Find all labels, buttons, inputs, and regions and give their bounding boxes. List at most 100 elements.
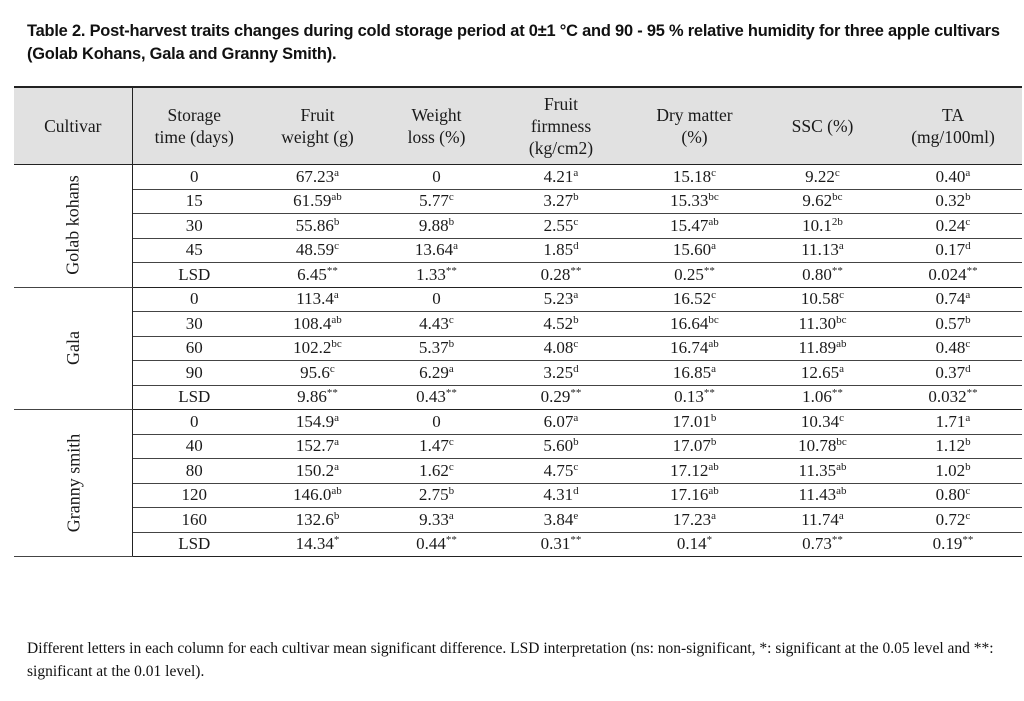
ssc-cell: 11.89ab <box>761 336 884 361</box>
significance-superscript: c <box>965 338 971 351</box>
ssc-cell: 12.65a <box>761 360 884 386</box>
fruit-weight-cell: 102.2bc <box>256 336 379 361</box>
dry-matter-cell: 15.47ab <box>628 213 761 239</box>
significance-superscript: ** <box>703 264 715 277</box>
weight-loss-cell: 6.29a <box>379 360 494 386</box>
fruit-weight-cell: 9.86** <box>256 385 379 410</box>
ssc-cell: 9.62bc <box>761 189 884 214</box>
cell-value: 0.28 <box>540 264 571 284</box>
table-row: 160 132.6b 9.33a 3.84e 17.23a 11.74a 0.72c <box>14 507 1022 533</box>
fruit-firmness-cell: 4.31d <box>494 483 628 508</box>
significance-superscript: ab <box>331 191 342 204</box>
cell-value: 4.08 <box>543 338 574 358</box>
cell-value: 17.07 <box>672 436 711 456</box>
cell-value: 152.7 <box>295 436 335 456</box>
lsd-row: LSD 14.34* 0.44** 0.31** 0.14* 0.73** 0.19** <box>14 532 1022 557</box>
ta-cell: 0.19** <box>884 532 1022 557</box>
significance-superscript: 2b <box>831 215 843 228</box>
significance-superscript: a <box>965 411 971 424</box>
cell-value: 9.62 <box>802 191 833 211</box>
significance-superscript: a <box>448 362 454 375</box>
significance-superscript: d <box>573 240 579 253</box>
fruit-firmness-cell: 4.08c <box>494 336 628 361</box>
significance-superscript: bc <box>708 191 719 204</box>
significance-superscript: ab <box>708 485 719 498</box>
significance-superscript: ** <box>831 264 843 277</box>
cell-value: 3.25 <box>543 362 574 382</box>
cell-value: 61.59 <box>293 191 332 211</box>
fruit-firmness-cell: 6.07a <box>494 409 628 435</box>
significance-superscript: c <box>711 166 717 179</box>
fruit-weight-cell: 67.23a <box>256 164 379 190</box>
cell-value: 17.23 <box>672 509 712 529</box>
dry-matter-cell: 0.13** <box>628 385 761 410</box>
table-row: Granny smith 0 154.9a 0 6.07a 17.01b 10.34c 1.7… <box>14 409 1022 557</box>
significance-superscript: ab <box>836 338 847 351</box>
cell-value: 4.21 <box>543 166 574 186</box>
storage-time-cell: LSD <box>132 385 256 410</box>
significance-superscript: ** <box>445 264 457 277</box>
cell-value: 1.62 <box>419 460 449 480</box>
fruit-weight-cell: 154.9a <box>256 409 379 435</box>
table-row: 120 146.0ab 2.75b 4.31d 17.16ab 11.43ab 0.80c <box>14 483 1022 508</box>
header-fruit-weight: Fruit weight (g) <box>256 86 379 165</box>
cell-value: 6.29 <box>419 362 449 382</box>
header-dry-matter: Dry matter (%) <box>628 86 761 165</box>
fruit-firmness-cell: 3.25d <box>494 360 628 386</box>
significance-superscript: ** <box>703 387 715 400</box>
storage-time-cell: 40 <box>132 434 256 459</box>
significance-superscript: a <box>965 166 971 179</box>
cell-value: 14.34 <box>295 534 334 554</box>
significance-superscript: d <box>965 362 971 375</box>
significance-superscript: b <box>965 460 971 473</box>
significance-superscript: a <box>838 240 844 253</box>
significance-superscript: ** <box>445 534 457 547</box>
cell-value: 0.37 <box>935 362 966 382</box>
significance-superscript: a <box>711 509 717 522</box>
significance-superscript: a <box>453 240 459 253</box>
significance-superscript: b <box>333 509 340 522</box>
significance-superscript: bc <box>836 313 847 326</box>
significance-superscript: ab <box>331 485 342 498</box>
header-fruit-firmness: Fruit firmness (kg/cm2) <box>494 86 628 165</box>
cell-value: 0.29 <box>540 387 571 407</box>
cell-value: 0.024 <box>928 264 967 284</box>
significance-superscript: d <box>573 362 579 375</box>
cell-value: 55.86 <box>295 215 334 235</box>
significance-superscript: a <box>965 289 971 302</box>
header-weight-loss: Weight loss (%) <box>379 86 494 165</box>
storage-time-cell: 60 <box>132 336 256 361</box>
significance-superscript: b <box>448 215 455 228</box>
significance-superscript: a <box>573 289 579 302</box>
ssc-cell: 11.35ab <box>761 458 884 484</box>
storage-time-cell: 0 <box>132 287 256 312</box>
significance-superscript: b <box>573 436 579 449</box>
cell-value: 4.52 <box>543 313 574 333</box>
table-row: Golab kohans 0 67.23a 0 4.21a 15.18c 9.22c 0.40… <box>14 164 1022 288</box>
weight-loss-cell: 9.88b <box>379 213 494 239</box>
cell-value: 0.17 <box>935 240 966 260</box>
significance-superscript: c <box>329 362 335 375</box>
ta-cell: 0.48c <box>884 336 1022 361</box>
cell-value: 0.25 <box>674 264 704 284</box>
significance-superscript: ** <box>831 387 843 400</box>
cell-value: 108.4 <box>293 313 332 333</box>
significance-superscript: d <box>573 485 579 498</box>
cell-value: 113.4 <box>296 289 334 309</box>
cell-value: 0.72 <box>935 509 966 529</box>
dry-matter-cell: 16.74ab <box>628 336 761 361</box>
cultivar-label: Golab kohans <box>14 164 133 288</box>
cell-value: 0.74 <box>935 289 966 309</box>
ssc-cell: 11.43ab <box>761 483 884 508</box>
fruit-weight-cell: 108.4ab <box>256 311 379 337</box>
cell-value: 2.75 <box>418 485 449 505</box>
cell-value: 67.23 <box>295 166 335 186</box>
significance-superscript: bc <box>331 338 342 351</box>
ta-cell: 0.80c <box>884 483 1022 508</box>
ta-cell: 0.17d <box>884 238 1022 263</box>
ta-cell: 0.74a <box>884 287 1022 312</box>
significance-superscript: c <box>965 215 971 228</box>
dry-matter-cell: 17.16ab <box>628 483 761 508</box>
weight-loss-cell: 0 <box>379 287 494 312</box>
cell-value: 102.2 <box>293 338 332 358</box>
